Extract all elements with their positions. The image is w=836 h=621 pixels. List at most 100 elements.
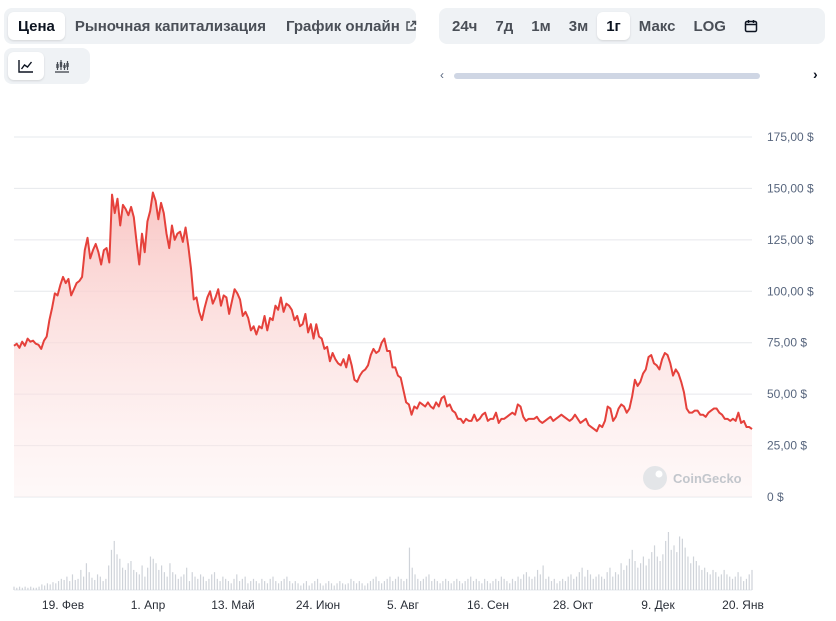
date-range-button[interactable] bbox=[735, 12, 767, 40]
volume-bar bbox=[361, 583, 363, 590]
volume-bar bbox=[63, 579, 65, 590]
range-scrollbar[interactable] bbox=[454, 73, 760, 79]
volume-bar bbox=[420, 581, 422, 590]
volume-bar bbox=[617, 574, 619, 590]
volume-bar bbox=[113, 540, 115, 590]
volume-bar bbox=[620, 563, 622, 590]
volume-bar bbox=[667, 532, 670, 590]
volume-bar bbox=[163, 572, 165, 590]
volume-bar bbox=[726, 574, 728, 590]
tab-live-chart[interactable]: График онлайн bbox=[276, 12, 427, 40]
scroll-left-button[interactable]: ‹ bbox=[440, 68, 444, 82]
range-1m[interactable]: 1м bbox=[522, 12, 559, 40]
volume-bar bbox=[403, 581, 405, 590]
volume-bar bbox=[272, 576, 274, 590]
volume-bar bbox=[489, 583, 491, 590]
volume-bar bbox=[628, 558, 631, 590]
volume-bar bbox=[706, 572, 709, 590]
range-7d[interactable]: 7д bbox=[486, 12, 522, 40]
volume-bar bbox=[731, 578, 734, 590]
range-log[interactable]: LOG bbox=[684, 12, 735, 40]
line-chart-button[interactable] bbox=[8, 52, 44, 80]
volume-bar bbox=[640, 563, 642, 590]
volume-bar bbox=[375, 576, 377, 590]
volume-bar bbox=[447, 581, 450, 590]
volume-bar bbox=[740, 576, 742, 590]
price-area-fill bbox=[14, 192, 752, 498]
volume-bar bbox=[659, 561, 661, 590]
volume-bar bbox=[199, 574, 202, 590]
volume-bar bbox=[344, 584, 346, 590]
volume-bar bbox=[720, 574, 722, 590]
volume-bar bbox=[158, 569, 160, 590]
volume-bar bbox=[609, 567, 611, 590]
tab-market-cap[interactable]: Рыночная капитализация bbox=[65, 12, 276, 40]
volume-bar bbox=[503, 578, 505, 590]
price-series-line bbox=[13, 191, 753, 433]
volume-bar bbox=[236, 574, 238, 590]
volume-bar bbox=[614, 572, 617, 590]
volume-bar bbox=[350, 578, 352, 590]
tab-price[interactable]: Цена bbox=[8, 12, 65, 40]
y-tick-label: 75,00 $ bbox=[767, 336, 807, 350]
volume-bar bbox=[695, 561, 697, 590]
volume-bar bbox=[52, 582, 54, 590]
range-24h[interactable]: 24ч bbox=[443, 12, 486, 40]
volume-bar bbox=[155, 563, 157, 590]
volume-bar bbox=[147, 567, 149, 590]
volume-bar bbox=[637, 567, 639, 590]
x-tick-label: 24. Июн bbox=[296, 598, 340, 612]
volume-bar bbox=[687, 556, 689, 590]
volume-bar bbox=[71, 574, 74, 590]
volume-bar bbox=[35, 587, 37, 590]
volume-bar bbox=[322, 585, 324, 590]
volume-bar bbox=[261, 578, 263, 590]
x-tick-label: 9. Дек bbox=[641, 598, 675, 612]
volume-bar bbox=[414, 574, 416, 590]
volume-bar bbox=[303, 583, 305, 590]
volume-bar bbox=[715, 572, 717, 590]
volume-bar bbox=[283, 578, 285, 590]
volume-bar bbox=[177, 578, 179, 590]
volume-bar bbox=[651, 552, 653, 590]
volume-bar bbox=[252, 578, 255, 590]
x-tick-label: 13. Май bbox=[211, 598, 255, 612]
volume-bar bbox=[358, 581, 360, 590]
scroll-right-button[interactable]: › bbox=[813, 66, 818, 82]
volume-bar bbox=[152, 558, 154, 590]
volume-bar bbox=[603, 578, 605, 590]
volume-bar bbox=[74, 579, 76, 590]
range-3m[interactable]: 3м bbox=[560, 12, 597, 40]
range-1y[interactable]: 1г bbox=[597, 12, 630, 40]
volume-bar bbox=[27, 587, 29, 590]
volume-bar bbox=[536, 569, 539, 590]
volume-bar bbox=[367, 583, 369, 590]
volume-bar bbox=[314, 581, 316, 590]
volume-bar bbox=[166, 576, 168, 590]
candlestick-chart-button[interactable] bbox=[44, 52, 80, 80]
volume-bar bbox=[500, 576, 502, 590]
watermark-text: CoinGecko bbox=[673, 471, 742, 486]
volume-bar bbox=[83, 576, 85, 590]
volume-bar bbox=[690, 563, 692, 590]
volume-bar bbox=[595, 576, 597, 590]
volume-bar bbox=[453, 581, 455, 590]
volume-bar bbox=[94, 579, 96, 590]
range-24h-label: 24ч bbox=[452, 17, 478, 35]
volume-bar bbox=[458, 581, 461, 590]
volume-bar bbox=[353, 581, 355, 590]
volume-bar bbox=[80, 569, 82, 590]
volume-bar bbox=[30, 586, 32, 590]
volume-bar bbox=[55, 583, 57, 590]
range-max[interactable]: Макс bbox=[630, 12, 685, 40]
volume-bar bbox=[319, 583, 321, 590]
volume-bar bbox=[400, 578, 402, 590]
volume-bar bbox=[662, 554, 664, 590]
volume-bar bbox=[102, 581, 104, 590]
volume-bar bbox=[110, 549, 113, 590]
volume-bar bbox=[573, 578, 575, 590]
volume-bar bbox=[392, 581, 394, 590]
volume-bar bbox=[425, 576, 427, 590]
volume-bar bbox=[550, 581, 553, 590]
volume-bar bbox=[49, 584, 51, 590]
